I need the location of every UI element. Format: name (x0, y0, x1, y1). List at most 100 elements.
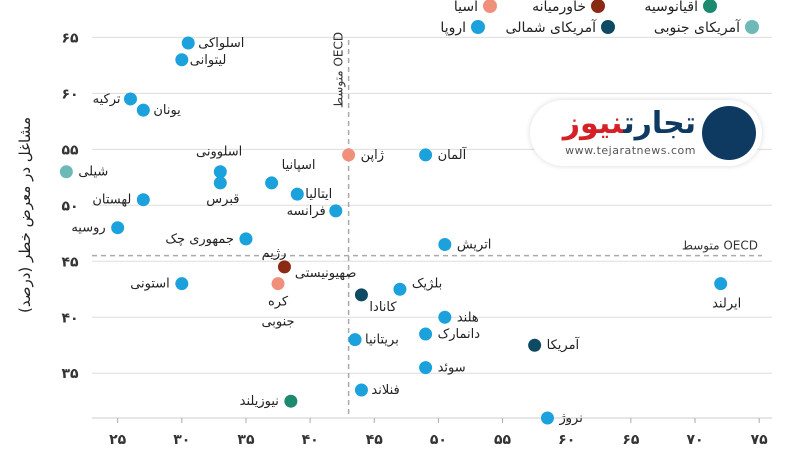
legend-swatch (591, 0, 605, 13)
tejarat-news-logo: تجارتنیوز www.tejaratnews.com (530, 100, 762, 166)
x-tick-label: ۶۵ (622, 432, 640, 448)
point-label: نروژ (558, 411, 582, 426)
y-axis-title: مشاغل در معرض خطر (درصد) (16, 117, 34, 313)
point-label: کانادا (369, 300, 397, 315)
point-label: سوئد (438, 361, 466, 376)
legend-swatch (745, 20, 759, 34)
point-label: آمریکا (547, 336, 581, 353)
x-tick-label: ۶۰ (558, 432, 575, 448)
data-point (271, 277, 285, 291)
point-label: شیلی (78, 165, 108, 180)
point-label: قبرس (206, 192, 239, 207)
data-point (136, 193, 150, 207)
point-label: ژاپن (361, 148, 384, 163)
x-tick-label: ۷۰ (686, 432, 703, 448)
data-point (419, 327, 433, 341)
legend-label: آسیا (454, 0, 479, 15)
logo-url: www.tejaratnews.com (565, 144, 696, 157)
data-point (136, 103, 150, 117)
y-tick-label: ۴۵ (61, 254, 79, 270)
point-label: هلند (457, 310, 479, 325)
legend-swatch (703, 0, 717, 13)
point-label: جمهوری چک (165, 232, 234, 247)
legend-swatch (471, 20, 485, 34)
point-label: فنلاند (371, 383, 399, 398)
oecd-vertical-label: متوسط OECD (332, 32, 347, 108)
data-point (438, 310, 452, 324)
data-point (393, 282, 407, 296)
data-point (342, 148, 356, 162)
data-point (354, 288, 368, 302)
data-point (175, 53, 189, 67)
point-label: بریتانیا (365, 333, 399, 348)
data-point (528, 338, 542, 352)
legend-label: آمریکای جنوبی (654, 19, 741, 36)
point-label: اسپانیا (282, 158, 316, 173)
axes: ۳۵ ۴۰ ۴۵ ۵۰ ۵۵ ۶۰ ۶۵ ۲۵ ۳۰ ۳۵ ۴۰ ۴۵ ۵۰ ۵۵ ۶۰ ۶۵ ۷۰ ۷۵ (61, 30, 772, 448)
legend-label: آمریکای شمالی (506, 19, 598, 36)
x-tick-label: ۴۵ (366, 432, 384, 448)
data-point (348, 333, 362, 347)
data-point (438, 237, 452, 251)
x-tick-label: ۷۵ (751, 432, 769, 448)
point-label: لیتوانی (190, 53, 227, 68)
point-label: ایرلند (712, 297, 741, 312)
data-point (284, 394, 298, 408)
data-point (59, 165, 73, 179)
data-point (419, 148, 433, 162)
x-tick-label: ۴۰ (302, 432, 319, 448)
y-tick-label: ۴۰ (61, 310, 78, 326)
point-label: اتریش (457, 237, 492, 252)
x-tick-label: ۳۰ (173, 432, 190, 448)
data-points (59, 36, 728, 425)
data-point (540, 411, 554, 425)
legend-label: اروپا (440, 20, 466, 36)
y-tick-label: ۵۰ (61, 198, 78, 214)
x-tick-label: ۵۰ (430, 432, 447, 448)
data-point (181, 36, 195, 50)
data-point (123, 92, 137, 106)
data-labels: اسلواکی لیتوانی ترکیه یونان ژاپن آلمان اسلوونی… (71, 36, 741, 426)
data-point (175, 277, 189, 291)
point-label: روسیه (71, 221, 105, 236)
point-label: نیوزیلند (240, 394, 279, 409)
legend-swatch (483, 0, 497, 13)
logo-name-red: نیوز (562, 106, 624, 141)
y-tick-label: ۵۵ (61, 142, 79, 158)
point-label: یونان (153, 103, 181, 118)
data-point (213, 176, 227, 190)
point-label: اسلواکی (198, 36, 244, 51)
point-label: کره جنوبی (261, 295, 294, 330)
x-tick-label: ۵۵ (494, 432, 512, 448)
data-point (265, 176, 279, 190)
legend-label: خاورمیانه (532, 0, 586, 15)
legend-swatch (601, 20, 615, 34)
data-point (213, 165, 227, 179)
oecd-horizontal-label: متوسط OECD (682, 239, 758, 254)
point-label: رژیمصهیونیستی (262, 246, 357, 281)
y-tick-label: ۶۰ (61, 86, 78, 102)
point-label: استونی (130, 277, 170, 292)
point-label: اسلوونی (196, 145, 242, 160)
x-tick-label: ۳۵ (237, 432, 255, 448)
point-label: دانمارک (438, 327, 481, 342)
legend-label: اقیانوسیه (644, 0, 698, 15)
point-label: بلژیک (412, 276, 442, 291)
data-point (111, 221, 125, 235)
point-label: ایتالیا (305, 187, 332, 202)
y-tick-label: ۳۵ (61, 366, 79, 382)
data-point (419, 361, 433, 375)
data-point (290, 187, 304, 201)
data-point (329, 204, 343, 218)
y-tick-label: ۶۵ (61, 30, 79, 46)
data-point (714, 277, 728, 291)
logo-name-blue: تجارت (623, 106, 696, 141)
grid (92, 36, 772, 374)
data-point (239, 232, 253, 246)
reference-lines: متوسط OECD متوسط OECD (92, 32, 762, 418)
point-label: لهستان (92, 193, 131, 208)
point-label: ترکیه (93, 92, 121, 107)
legend: آسیا خاورمیانه اقیانوسیه اروپا آمریکای شمالی… (440, 0, 759, 36)
data-point (354, 383, 368, 397)
